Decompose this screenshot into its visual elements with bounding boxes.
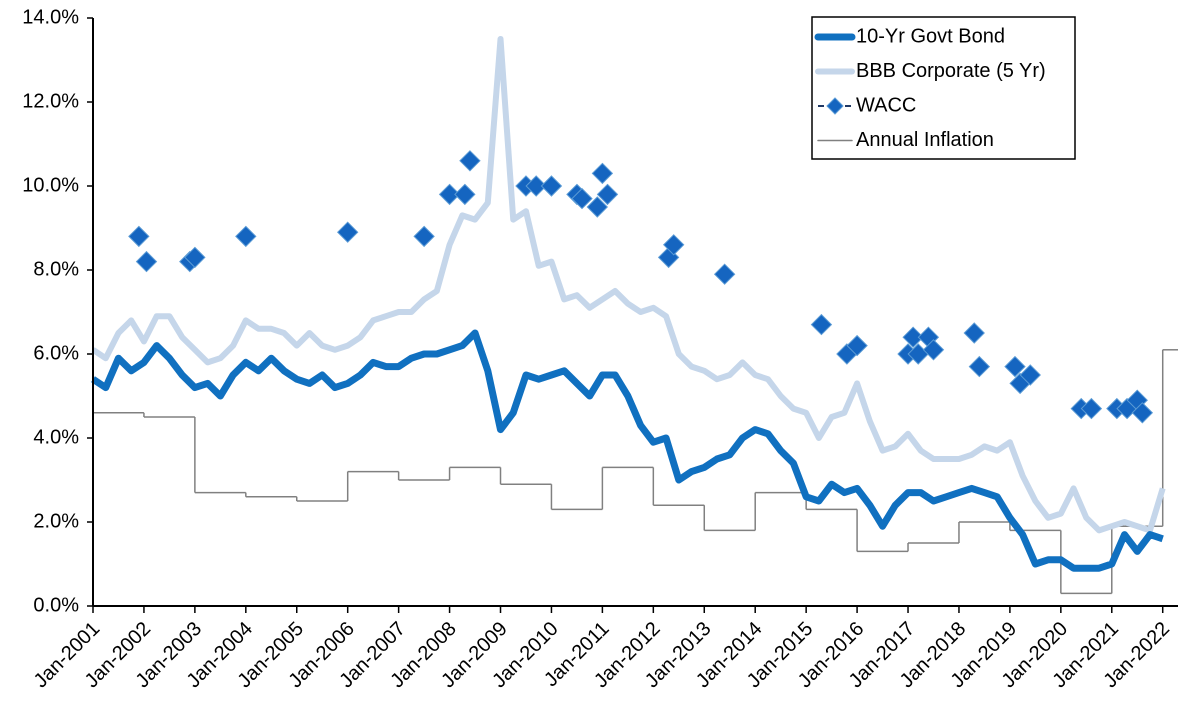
legend-label: 10-Yr Govt Bond	[856, 25, 1005, 47]
y-tick-label: 6.0%	[33, 342, 79, 364]
scatter-point	[586, 196, 609, 218]
scatter-point	[438, 183, 461, 206]
scatter-point	[1131, 402, 1154, 424]
scatter-point	[1019, 364, 1041, 386]
y-tick-label: 2.0%	[33, 510, 79, 532]
scatter-point	[591, 162, 614, 185]
scatter-point	[846, 334, 868, 357]
legend: 10-Yr Govt Bond BBB Corporate (5 Yr) WACC A…	[811, 16, 1076, 160]
legend-label: WACC	[856, 94, 916, 116]
y-tick-label: 4.0%	[33, 426, 79, 448]
legend-label: BBB Corporate (5 Yr)	[856, 60, 1046, 82]
scatter-point	[902, 326, 924, 348]
y-tick-label: 0.0%	[33, 594, 79, 616]
scatter-point	[336, 221, 359, 243]
scatter-point	[135, 250, 158, 273]
scatter-point	[540, 175, 563, 197]
scatter-point	[525, 175, 547, 197]
scatter-point	[963, 322, 985, 344]
legend-label: Annual Inflation	[856, 129, 994, 151]
scatter-point	[596, 183, 619, 206]
y-tick-label: 12.0%	[22, 90, 79, 112]
scatter-point	[1080, 397, 1103, 420]
legend-marker	[826, 97, 844, 115]
scatter-point	[454, 183, 476, 206]
scatter-point	[413, 225, 435, 248]
scatter-point	[810, 313, 833, 336]
scatter-point	[235, 225, 257, 248]
scatter-point	[968, 355, 991, 378]
y-tick-label: 14.0%	[22, 6, 79, 28]
scatter-point	[128, 225, 150, 248]
scatter-point	[1004, 355, 1026, 378]
scatter-point	[459, 150, 481, 172]
scatter-point	[922, 339, 945, 361]
legend-box	[811, 16, 1076, 160]
y-tick-label: 10.0%	[22, 174, 79, 196]
series-line	[91, 329, 1164, 572]
series-line	[91, 36, 1166, 534]
scatter-point	[662, 234, 685, 256]
scatter-point	[713, 263, 736, 285]
scatter-point	[571, 187, 593, 210]
y-tick-label: 8.0%	[33, 258, 79, 280]
scatter-point	[184, 246, 206, 269]
